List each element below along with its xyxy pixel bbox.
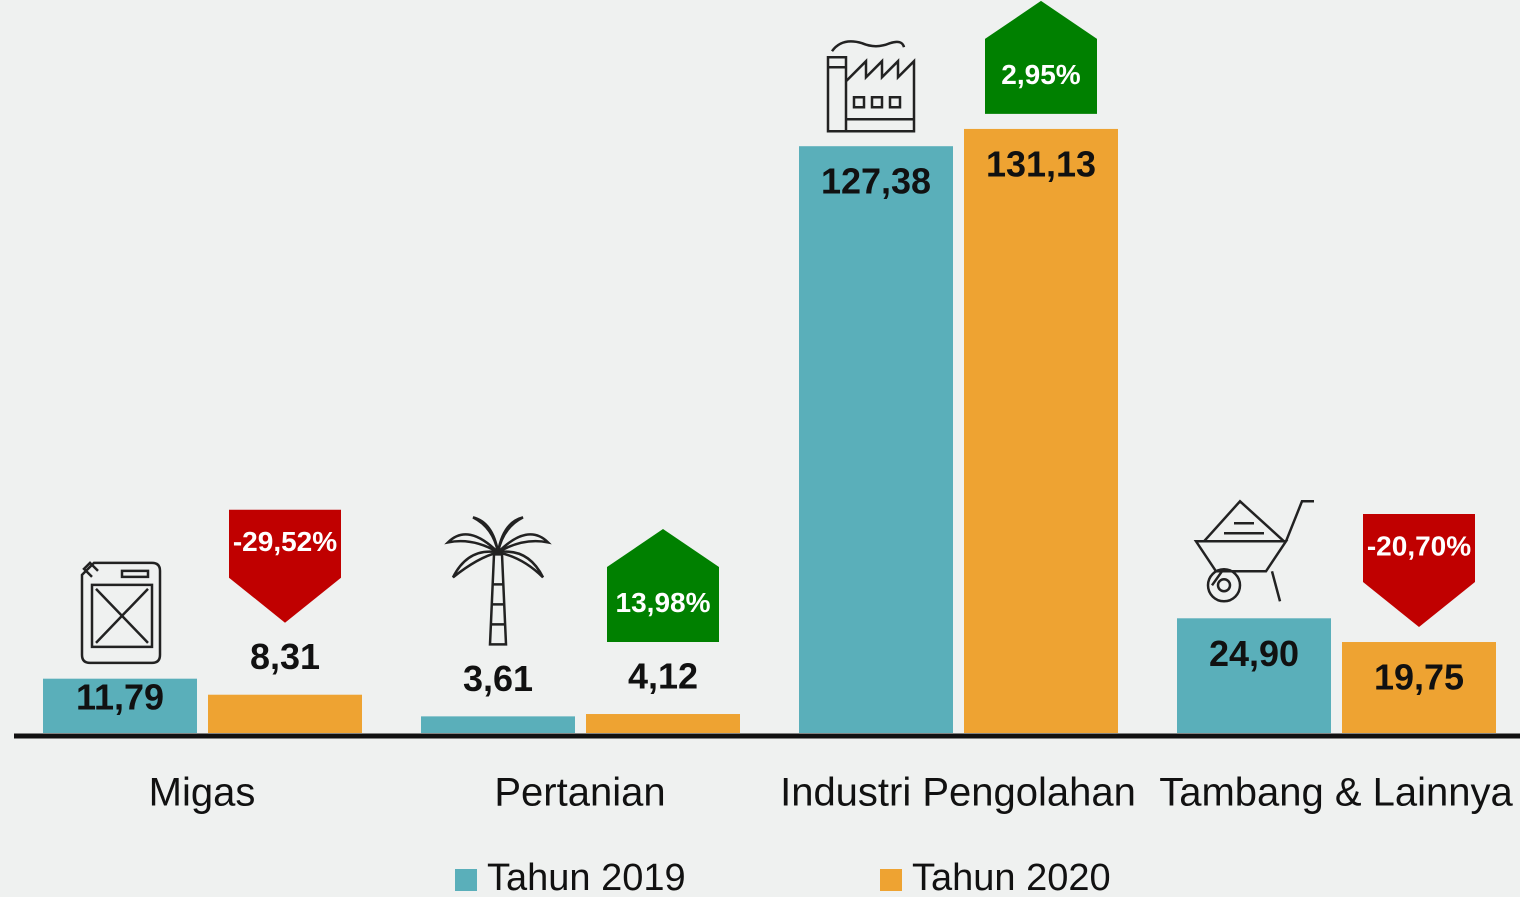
bar — [1342, 642, 1496, 733]
category-icon — [1193, 499, 1314, 603]
change-label: 13,98% — [616, 587, 711, 618]
legend-swatch — [455, 869, 477, 891]
value-label: 24,90 — [1209, 633, 1299, 674]
value-label: 4,12 — [628, 656, 698, 697]
bar — [208, 694, 362, 733]
category-icon — [80, 561, 162, 665]
change-arrow — [1363, 514, 1475, 628]
value-label: 19,75 — [1374, 657, 1464, 698]
bar — [1177, 618, 1331, 733]
change-arrow — [985, 0, 1097, 114]
bar — [964, 128, 1118, 733]
category-label: Industri Pengolahan — [780, 771, 1136, 815]
change-label: -20,70% — [1367, 530, 1471, 561]
value-label: 3,61 — [463, 658, 533, 699]
category-label: Pertanian — [494, 771, 665, 815]
category-label: Migas — [149, 771, 256, 815]
icon-shape — [826, 40, 916, 133]
category-icon — [826, 40, 916, 133]
icon-shape — [80, 561, 162, 665]
icon-shape — [1193, 499, 1314, 602]
category-icon — [444, 516, 552, 646]
change-arrow — [607, 529, 719, 643]
bar — [43, 678, 197, 733]
category-label: Tambang & Lainnya — [1159, 771, 1513, 815]
value-label: 127,38 — [821, 161, 931, 202]
change-label: 2,95% — [1001, 59, 1080, 90]
change-label: -29,52% — [233, 526, 337, 557]
icon-shape — [444, 516, 552, 646]
value-label: 131,13 — [986, 143, 1096, 184]
icon-shape — [1206, 568, 1242, 603]
icon-shape — [1216, 578, 1232, 593]
legend-label: Tahun 2020 — [912, 857, 1111, 897]
change-arrow — [229, 509, 341, 623]
legend-swatch — [880, 869, 902, 891]
bar — [586, 714, 740, 733]
value-label: 11,79 — [76, 676, 164, 717]
bar — [799, 146, 953, 733]
value-label: 8,31 — [250, 636, 320, 677]
bar — [421, 716, 575, 733]
legend-label: Tahun 2019 — [487, 857, 686, 897]
